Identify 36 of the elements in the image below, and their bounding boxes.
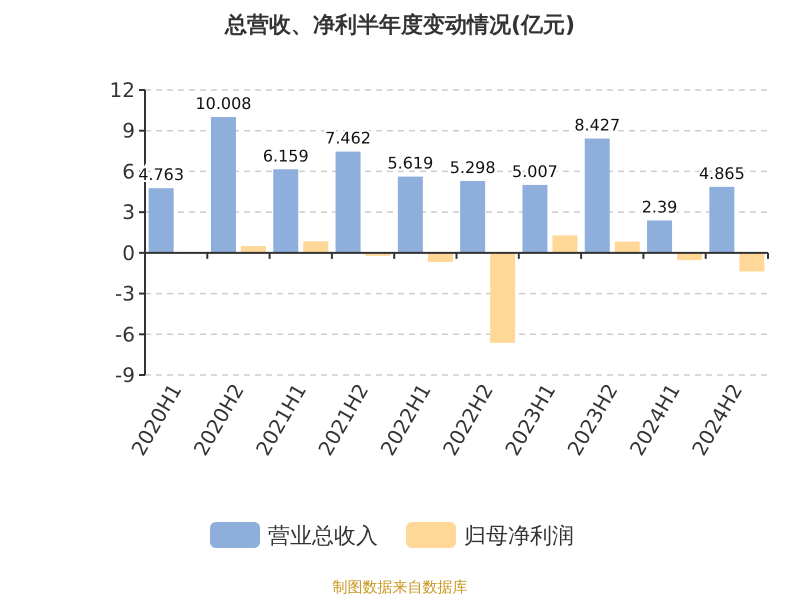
bar [490,252,516,343]
bar [647,220,672,253]
bar [210,117,236,253]
bar [398,176,423,253]
bar [552,235,578,253]
legend-label: 营业总收入 [268,524,378,549]
y-tick-label: 6 [122,159,135,184]
bar [739,252,764,272]
bar [584,138,610,253]
data-label: 10.008 [195,94,252,114]
chart-title: 总营收、净利半年度变动情况(亿元) [224,12,576,38]
bar [522,184,548,253]
y-tick-label: 12 [110,78,135,102]
y-tick-label: 0 [122,240,135,265]
legend-label: 归母净利润 [464,524,574,549]
data-label: 6.159 [262,146,309,166]
y-tick-label: -6 [115,322,135,346]
bar [303,241,328,253]
y-tick-label: 3 [122,200,135,224]
data-label: 8.427 [574,115,620,134]
bar [336,152,361,253]
data-label: 4.865 [698,164,745,183]
data-label: 5.007 [512,162,558,181]
bar [460,180,486,253]
data-label: 2.39 [642,197,678,216]
bar [709,186,734,253]
bar [273,169,298,253]
y-tick-label: -9 [115,363,135,387]
data-label: 5.619 [387,154,434,173]
data-label: 5.298 [450,158,496,177]
bar [614,242,640,253]
bar [148,188,174,253]
data-label: 7.462 [325,128,371,148]
text: 制图数据来自数据库 [332,578,468,596]
y-tick-label: -3 [115,282,135,306]
y-tick-label: 9 [122,118,135,143]
